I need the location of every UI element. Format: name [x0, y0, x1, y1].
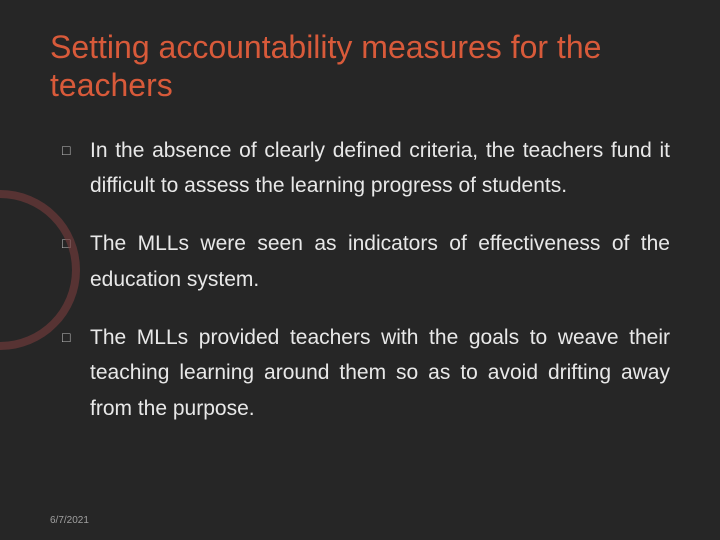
- bullet-icon: □: [62, 320, 90, 427]
- list-item: □ The MLLs were seen as indicators of ef…: [62, 226, 670, 297]
- footer-date: 6/7/2021: [50, 515, 89, 526]
- bullet-icon: □: [62, 133, 90, 204]
- bullet-text: The MLLs provided teachers with the goal…: [90, 320, 670, 427]
- list-item: □ In the absence of clearly defined crit…: [62, 133, 670, 204]
- bullet-list: □ In the absence of clearly defined crit…: [50, 133, 670, 427]
- slide-content: Setting accountability measures for the …: [0, 0, 720, 427]
- bullet-text: The MLLs were seen as indicators of effe…: [90, 226, 670, 297]
- bullet-icon: □: [62, 226, 90, 297]
- list-item: □ The MLLs provided teachers with the go…: [62, 320, 670, 427]
- slide-title: Setting accountability measures for the …: [50, 28, 670, 105]
- bullet-text: In the absence of clearly defined criter…: [90, 133, 670, 204]
